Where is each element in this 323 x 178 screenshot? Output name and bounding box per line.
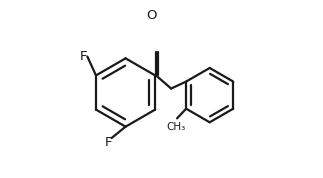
Text: O: O <box>147 9 157 22</box>
Text: F: F <box>80 50 87 63</box>
Text: CH₃: CH₃ <box>166 122 185 132</box>
Text: F: F <box>105 136 113 149</box>
